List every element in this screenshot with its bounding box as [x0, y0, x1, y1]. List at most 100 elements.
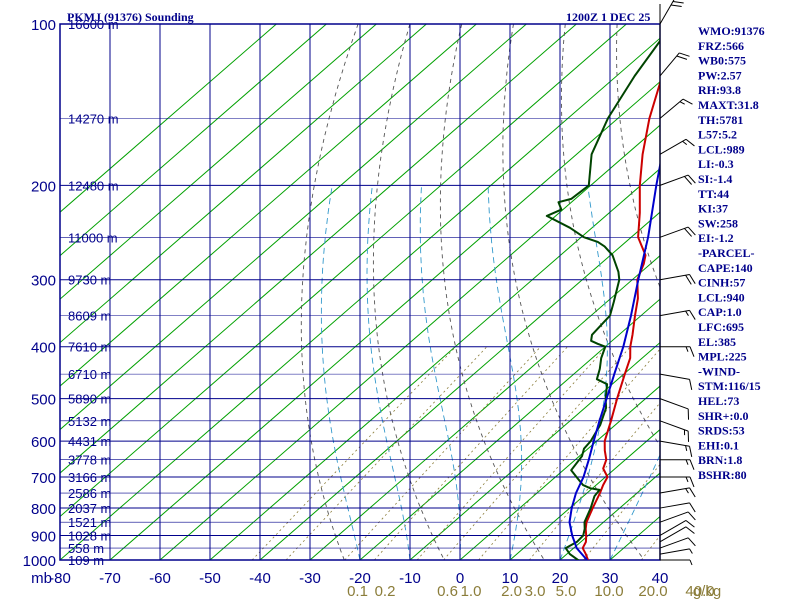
wind-barb-staff	[659, 373, 690, 380]
pressure-tick-label: 500	[31, 392, 56, 409]
temperature-tick-label: -80	[49, 570, 71, 587]
dry-adiabat-line	[773, 24, 800, 560]
index-value: -PARCEL-	[698, 246, 754, 260]
height-tick-label: 2586 m	[68, 486, 111, 501]
wind-barb-flag	[685, 138, 695, 147]
height-tick-label: 5890 m	[68, 392, 111, 407]
pressure-tick-label: 200	[31, 178, 56, 195]
wind-barb-staff	[659, 309, 690, 317]
wind-barb-staff	[659, 98, 684, 119]
wind-barb-flag	[676, 55, 688, 60]
isotherm-line	[309, 254, 660, 560]
wind-barb	[659, 138, 695, 155]
index-value: LI:-0.3	[698, 157, 734, 171]
wind-barb-flag	[689, 459, 695, 470]
wind-barb	[659, 502, 696, 513]
isotherm-line	[60, 24, 477, 387]
wind-barb-half-flag	[685, 459, 689, 465]
index-value: FRZ:566	[698, 39, 744, 53]
wind-barb-flag	[689, 476, 695, 488]
wind-barb	[660, 459, 695, 470]
dry-adiabat-line	[502, 24, 645, 560]
index-value: WMO:91376	[698, 24, 765, 38]
index-value: CAP:1.0	[698, 305, 742, 319]
isotherm-line	[60, 24, 277, 213]
wind-barb	[659, 174, 696, 186]
wind-barb-half-flag	[689, 559, 693, 566]
wind-barb-flag	[682, 98, 693, 105]
temperature-tick-label: -20	[349, 570, 371, 587]
parcel-line	[568, 160, 660, 560]
temperature-tick-label: -50	[199, 570, 221, 587]
wind-barb-half-flag	[685, 310, 689, 316]
index-value: EHI:0.1	[698, 438, 739, 452]
wind-barb-flag	[689, 502, 696, 513]
mixing-ratio-tick-label: 0.2	[375, 583, 396, 600]
pressure-tick-label: 300	[31, 273, 56, 290]
wind-barb-flag	[689, 274, 696, 284]
isotherm-line	[509, 428, 660, 560]
wind-barb-flag	[685, 274, 692, 285]
mixing-ratio-line	[374, 346, 568, 560]
wind-barb-half-flag	[682, 140, 688, 145]
index-value: SI:-1.4	[698, 172, 732, 186]
wind-barb	[659, 98, 693, 119]
wind-barb	[660, 476, 695, 488]
pressure-tick-label: 700	[31, 470, 56, 487]
wind-barb-flag	[689, 310, 696, 320]
station-title: PKMJ (91376) Sounding	[67, 10, 194, 24]
height-tick-label: 12480 m	[68, 178, 119, 193]
wind-barb-staff	[659, 548, 690, 555]
background-lines	[60, 24, 800, 560]
wind-barbs	[659, 0, 696, 566]
wind-barb-staff	[659, 138, 687, 155]
index-value: SRDS:53	[698, 424, 745, 438]
isotherm-line	[209, 168, 660, 560]
mixing-ratio-tick-label: 0.6	[437, 583, 458, 600]
valid-time: 1200Z 1 DEC 25	[566, 10, 650, 24]
mixing-ratio-tick-label: 10.0	[594, 583, 623, 600]
index-value: PW:2.57	[698, 68, 742, 82]
height-tick-label: 4431 m	[68, 434, 111, 449]
temperature-tick-label: 30	[602, 570, 619, 587]
dry-adiabat-line	[372, 24, 445, 560]
wind-barb	[659, 52, 690, 77]
index-value: TH:5781	[698, 113, 743, 127]
wind-barb-staff	[659, 511, 689, 523]
moist-adiabat-line	[559, 185, 608, 560]
wind-barb-staff	[659, 526, 687, 543]
mixing-ratio-line	[285, 346, 488, 560]
sounding-lines	[545, 39, 660, 560]
wind-barb-flag	[689, 446, 693, 457]
isotherm-line	[559, 472, 660, 560]
height-tick-label: 14270 m	[68, 111, 119, 126]
mixing-ratio-line	[443, 346, 631, 560]
index-value: -WIND-	[698, 364, 740, 378]
height-tick-label: 7610 m	[68, 340, 111, 355]
wind-barb-staff	[659, 226, 689, 238]
wind-barb-half-flag	[685, 445, 688, 451]
wind-barb-staff	[659, 174, 689, 186]
wind-barb-flag	[685, 520, 695, 528]
wind-barb-staff	[659, 487, 690, 494]
wind-barb	[659, 420, 690, 442]
wind-barb-flag	[689, 346, 695, 357]
height-tick-label: 558 m	[68, 541, 104, 556]
wind-barb-flag	[684, 228, 692, 237]
height-tick-label: 8609 m	[68, 309, 111, 324]
index-value: TT:44	[698, 187, 729, 201]
wind-barb-half-flag	[689, 548, 693, 554]
index-value: L57:5.2	[698, 128, 737, 142]
height-tick-label: 1521 m	[68, 515, 111, 530]
temperature-tick-label: -70	[99, 570, 121, 587]
wind-barb	[659, 373, 693, 390]
wind-barb	[659, 520, 695, 536]
height-tick-label: 3166 m	[68, 470, 111, 485]
wind-barb	[659, 548, 693, 555]
wind-barb-flag	[670, 4, 682, 7]
height-tick-label: 9730 m	[68, 273, 111, 288]
isotherm-line	[159, 124, 660, 560]
isotherm-line	[60, 24, 377, 300]
y-unit-label: mb	[31, 570, 52, 587]
